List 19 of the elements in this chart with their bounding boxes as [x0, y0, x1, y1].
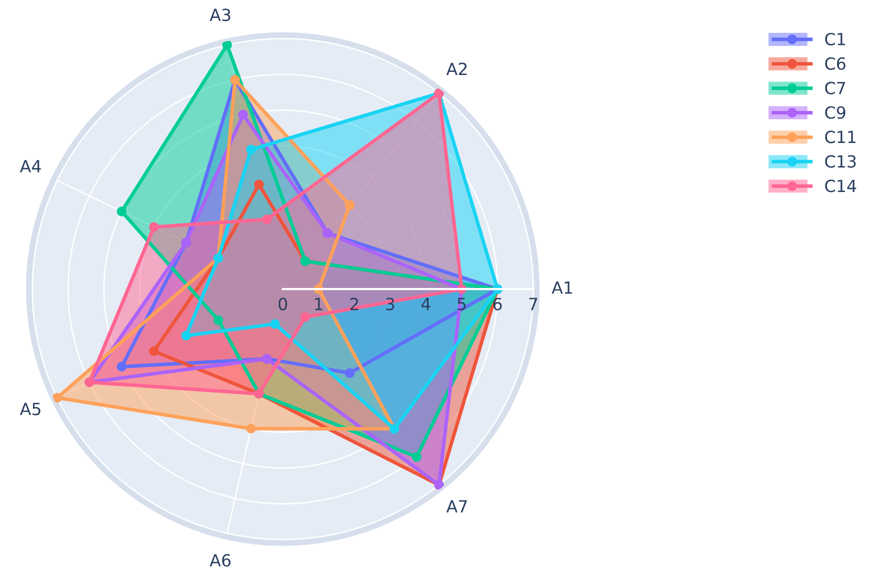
spoke-label: A4 [20, 160, 41, 172]
legend-label: C9 [825, 106, 846, 119]
legend-label: C1 [825, 32, 845, 46]
y-tick-label: 5 [458, 298, 466, 310]
spoke-label: A5 [20, 402, 40, 416]
y-tick-label: 0 [278, 298, 288, 310]
spoke-label: A1 [552, 282, 572, 294]
y-tick-label: 4 [421, 298, 430, 310]
spoke-label: A3 [210, 8, 230, 22]
spoke-label: A2 [446, 62, 467, 75]
y-tick-label: 7 [529, 298, 538, 310]
spoke-label: A7 [446, 500, 467, 512]
legend-label: C14 [825, 180, 856, 192]
legend-label: C11 [825, 130, 856, 144]
legend-label: C13 [825, 155, 856, 168]
legend-label: C6 [825, 57, 846, 70]
spoke-label: A6 [210, 554, 231, 567]
y-tick-label: 1 [315, 298, 322, 310]
legend-label: C7 [825, 82, 846, 94]
